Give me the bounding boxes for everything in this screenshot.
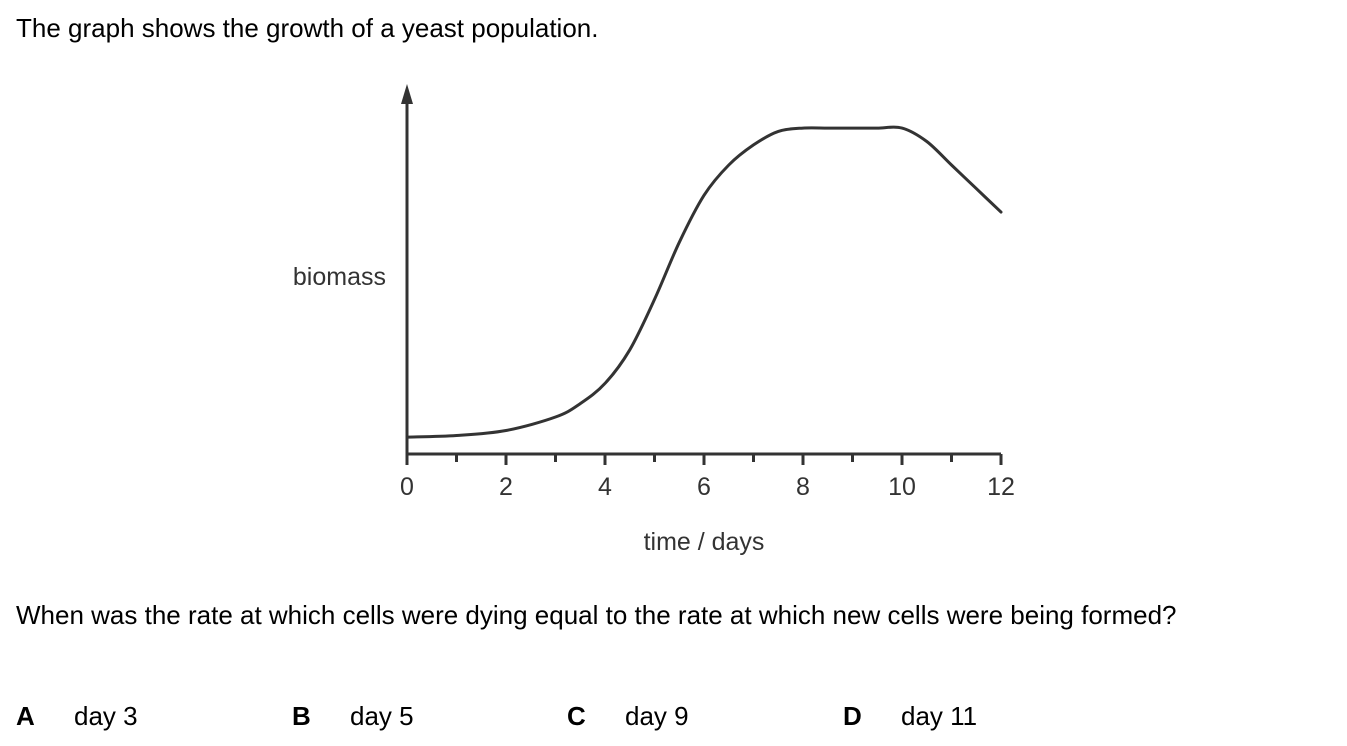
- chart-axes: [401, 84, 1001, 456]
- x-tick-label: 10: [888, 473, 916, 501]
- intro-text: The graph shows the growth of a yeast po…: [16, 13, 599, 43]
- x-axis-label: time / days: [644, 528, 765, 556]
- y-axis-label: biomass: [293, 263, 386, 291]
- option-c-letter: C: [567, 701, 586, 731]
- option-a-text: day 3: [74, 701, 138, 731]
- option-b-text: day 5: [350, 701, 414, 731]
- biomass-curve: [405, 125, 1003, 439]
- x-tick-label: 8: [796, 473, 810, 501]
- x-tick-label: 0: [400, 473, 414, 501]
- x-tick-label: 6: [697, 473, 711, 501]
- x-tick-label: 2: [499, 473, 513, 501]
- x-tick-label: 4: [598, 473, 612, 501]
- option-d-letter: D: [843, 701, 862, 731]
- x-tick-label: 12: [987, 473, 1015, 501]
- question-text: When was the rate at which cells were dy…: [16, 600, 1177, 630]
- option-a-letter: A: [16, 701, 35, 731]
- y-axis-arrowhead: [401, 84, 413, 104]
- x-tick-labels: 0 2 4 6 8 10 12: [400, 473, 1015, 501]
- biomass-chart: 0 2 4 6 8 10 12 biomass time / days: [293, 84, 1015, 556]
- option-d-text: day 11: [901, 701, 978, 731]
- x-ticks: [405, 454, 1003, 465]
- option-c-text: day 9: [625, 701, 689, 731]
- option-b-letter: B: [292, 701, 311, 731]
